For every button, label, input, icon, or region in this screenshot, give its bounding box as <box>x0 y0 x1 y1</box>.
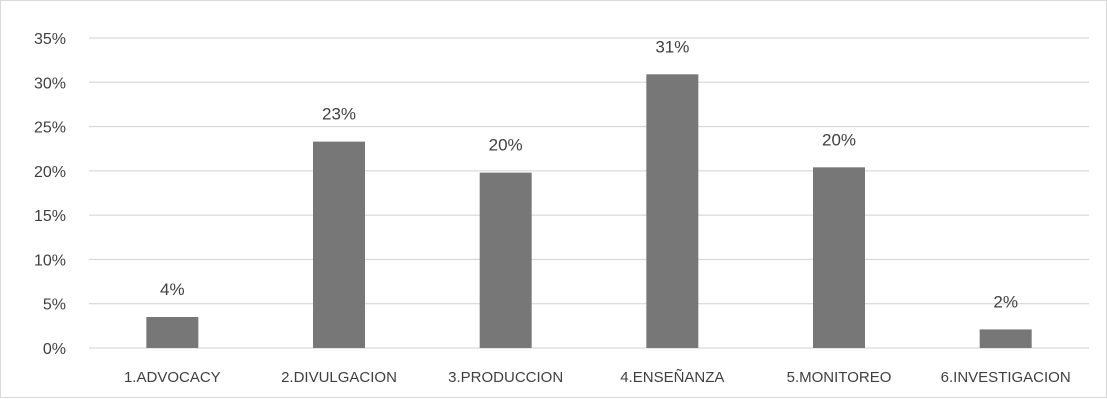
category-label: 1.ADVOCACY <box>124 369 221 386</box>
data-label: 23% <box>322 105 356 124</box>
bar-2 <box>313 141 365 348</box>
y-axis-tick-labels: 0% 5% 10% 15% 20% 25% 30% 35% <box>34 31 66 358</box>
category-label: 6.INVESTIGACION <box>941 369 1071 386</box>
data-label: 20% <box>822 130 856 149</box>
y-tick-label: 15% <box>34 208 66 225</box>
y-tick-label: 25% <box>34 120 66 137</box>
data-label: 4% <box>160 280 185 299</box>
bar-5 <box>813 167 865 348</box>
data-label: 31% <box>655 37 689 56</box>
gridlines <box>89 37 1089 349</box>
y-tick-label: 35% <box>34 31 66 48</box>
y-tick-label: 5% <box>43 297 66 314</box>
data-labels: 4% 23% 20% 31% 20% 2% <box>160 37 1018 311</box>
bar-3 <box>479 172 532 348</box>
bar-1 <box>146 317 199 348</box>
category-label: 3.PRODUCCION <box>448 369 563 386</box>
y-tick-label: 10% <box>34 252 66 269</box>
category-label: 5.MONITOREO <box>787 369 892 386</box>
data-label: 20% <box>489 136 523 155</box>
bars <box>146 74 1032 349</box>
bar-4 <box>646 74 699 349</box>
bar-6 <box>979 329 1032 348</box>
y-tick-label: 0% <box>43 341 66 358</box>
y-tick-label: 30% <box>34 75 66 92</box>
category-label: 2.DIVULGACION <box>281 369 397 386</box>
x-axis-category-labels: 1.ADVOCACY 2.DIVULGACION 3.PRODUCCION 4.ENS… <box>124 369 1071 386</box>
y-tick-label: 20% <box>34 164 66 181</box>
data-label: 2% <box>993 292 1018 311</box>
category-label: 4.ENSEÑANZA <box>620 369 724 386</box>
